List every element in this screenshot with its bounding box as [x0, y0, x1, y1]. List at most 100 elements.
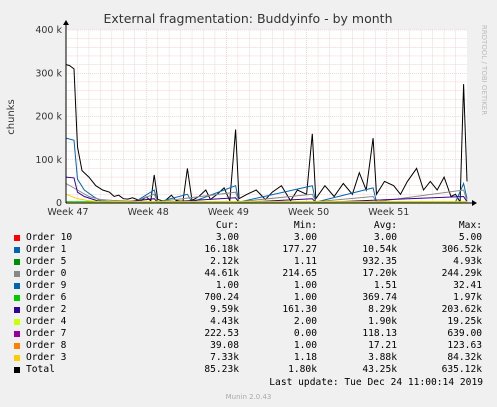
- legend-max: 84.32k: [447, 352, 482, 363]
- legend-max: 635.12k: [441, 364, 482, 375]
- legend-max: 203.62k: [441, 304, 482, 315]
- legend-avg: 17.21: [368, 340, 397, 351]
- legend-swatch: [14, 307, 20, 313]
- legend-name: Order 4: [26, 316, 67, 327]
- legend-max: 123.63: [447, 340, 482, 351]
- legend-name: Order 5: [26, 256, 67, 267]
- legend-avg: 3.88k: [368, 352, 397, 363]
- chart-area: External fragmentation: Buddyinfo - by m…: [6, 11, 488, 218]
- legend-row: Order 10 3.00 3.00 3.00 5.00: [0, 232, 497, 244]
- x-tick-label: Week 49: [208, 207, 249, 218]
- legend-cur: 3.00: [215, 232, 239, 243]
- legend-swatch: [14, 283, 20, 289]
- legend-cur: 39.08: [210, 340, 239, 351]
- legend-row: Order 6 700.24 1.00 369.74 1.97k: [0, 292, 497, 304]
- plot-area: 0 100 k 200 k 300 k 400 k Week 47 Week 48 Week …: [35, 20, 477, 218]
- legend-row: Order 4 4.43k 2.00 1.90k 19.25k: [0, 316, 497, 328]
- header-min: Min:: [293, 220, 317, 231]
- legend-swatch: [14, 331, 20, 337]
- legend-avg: 3.00: [373, 232, 397, 243]
- x-tick-label: Week 47: [47, 207, 88, 218]
- legend-cur: 7.33k: [210, 352, 239, 363]
- legend-swatch: [14, 319, 20, 325]
- legend-cur: 2.12k: [210, 256, 239, 267]
- legend-name: Order 10: [26, 232, 73, 243]
- legend-name: Order 7: [26, 328, 67, 339]
- legend-avg: 369.74: [362, 292, 397, 303]
- y-axis-arrow: [63, 20, 69, 25]
- series-line: [65, 183, 468, 203]
- legend-name: Order 3: [26, 352, 67, 363]
- legend-cur: 9.59k: [210, 304, 239, 315]
- legend-row: Total 85.23k 1.80k 43.25k 635.12k: [0, 364, 497, 376]
- legend-cur: 700.24: [204, 292, 239, 303]
- legend-max: 5.00: [458, 232, 482, 243]
- legend-avg: 17.20k: [362, 268, 397, 279]
- legend-name: Order 1: [26, 244, 67, 255]
- legend-cur: 85.23k: [204, 364, 239, 375]
- legend-avg: 932.35: [362, 256, 397, 267]
- legend-min: 1.00: [293, 340, 317, 351]
- legend-swatch: [14, 235, 20, 241]
- legend-min: 1.00: [293, 292, 317, 303]
- header-max: Max:: [458, 220, 482, 231]
- legend-min: 177.27: [282, 244, 317, 255]
- legend-cur: 4.43k: [210, 316, 239, 327]
- x-tick-label: Week 50: [288, 207, 329, 218]
- header-avg: Avg:: [373, 220, 397, 231]
- legend-swatch: [14, 343, 20, 349]
- series-line: [65, 137, 468, 203]
- rrdtool-watermark: RRDTOOL / TOBI OETIKER: [480, 25, 488, 115]
- legend-header: Cur: Min: Avg: Max:: [0, 220, 497, 232]
- legend-row: Order 2 9.59k 161.30 8.29k 203.62k: [0, 304, 497, 316]
- legend-min: 1.18: [293, 352, 317, 363]
- legend-row: Order 3 7.33k 1.18 3.88k 84.32k: [0, 352, 497, 364]
- legend-name: Order 0: [26, 268, 67, 279]
- legend-swatch: [14, 247, 20, 253]
- legend-min: 214.65: [282, 268, 317, 279]
- header-cur: Cur:: [215, 220, 239, 231]
- legend-row: Order 8 39.08 1.00 17.21 123.63: [0, 340, 497, 352]
- legend-min: 161.30: [282, 304, 317, 315]
- legend-min: 1.80k: [288, 364, 317, 375]
- legend-max: 306.52k: [441, 244, 482, 255]
- legend-row: Order 9 1.00 1.00 1.51 32.41: [0, 280, 497, 292]
- series-line: [65, 193, 467, 203]
- legend-swatch: [14, 355, 20, 361]
- legend-cur: 222.53: [204, 328, 239, 339]
- last-update: Last update: Tue Dec 24 11:00:14 2019: [269, 377, 483, 388]
- x-axis-arrow: [472, 200, 477, 206]
- legend-avg: 8.29k: [368, 304, 397, 315]
- legend-swatch: [14, 271, 20, 277]
- x-tick-label: Week 51: [368, 207, 409, 218]
- legend-cur: 44.61k: [204, 268, 239, 279]
- y-tick-label: 100 k: [35, 155, 62, 166]
- legend-max: 19.25k: [447, 316, 482, 327]
- legend-avg: 10.54k: [362, 244, 397, 255]
- legend-row: Order 0 44.61k 214.65 17.20k 244.29k: [0, 268, 497, 280]
- y-tick-label: 0: [56, 198, 62, 209]
- legend-max: 244.29k: [441, 268, 482, 279]
- legend-cur: 16.18k: [204, 244, 239, 255]
- legend-swatch: [14, 367, 20, 373]
- legend-min: 2.00: [293, 316, 317, 327]
- legend-avg: 118.13: [362, 328, 397, 339]
- legend-name: Total: [26, 364, 55, 375]
- y-tick-label: 300 k: [35, 68, 62, 79]
- legend-max: 639.00: [447, 328, 482, 339]
- y-axis-label: chunks: [6, 99, 17, 135]
- legend-max: 32.41: [453, 280, 482, 291]
- series-line: [65, 64, 468, 204]
- legend-min: 1.00: [293, 280, 317, 291]
- legend-swatch: [14, 259, 20, 265]
- y-tick-label: 200 k: [35, 112, 62, 123]
- legend-cur: 1.00: [215, 280, 239, 291]
- legend-min: 0.00: [293, 328, 317, 339]
- legend-avg: 1.51: [373, 280, 397, 291]
- legend-avg: 1.90k: [368, 316, 397, 327]
- legend-name: Order 2: [26, 304, 67, 315]
- legend-name: Order 9: [26, 280, 67, 291]
- legend-name: Order 8: [26, 340, 67, 351]
- munin-version: Munin 2.0.43: [225, 393, 272, 401]
- chart-title: External fragmentation: Buddyinfo - by m…: [104, 11, 393, 26]
